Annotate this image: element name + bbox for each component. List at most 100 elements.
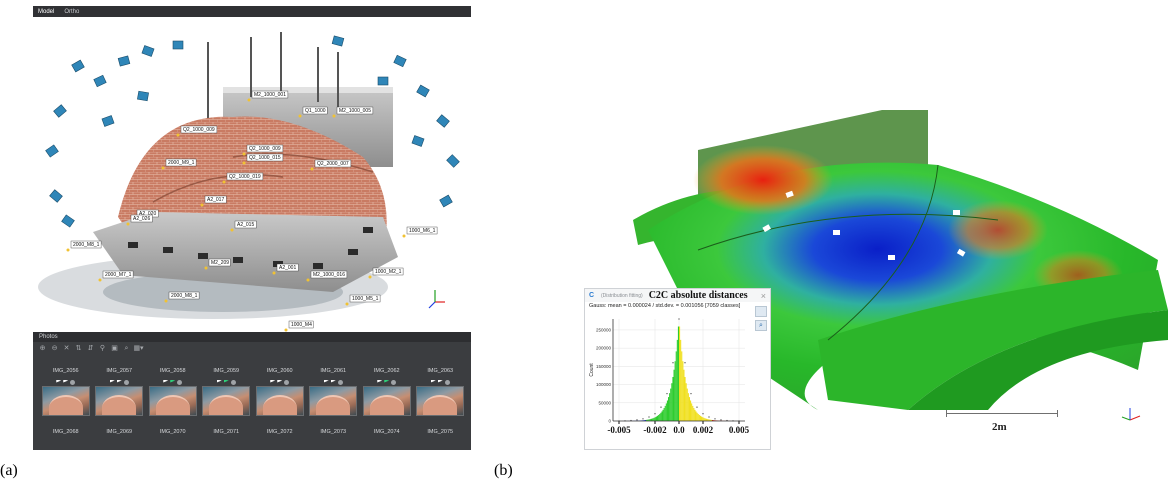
svg-text:Q2_1000_015: Q2_1000_015 <box>249 155 281 161</box>
cloudcompare-icon: C <box>589 292 595 299</box>
photo-thumbnail[interactable] <box>200 378 254 416</box>
marker-label[interactable]: M2_1000_016 <box>306 270 348 282</box>
histogram-title-bar[interactable]: C (Distribution fitting) C2C absolute di… <box>585 289 770 302</box>
export-icon[interactable] <box>755 306 767 317</box>
marker-label[interactable]: 1000_M5_1 <box>345 294 381 306</box>
flag-icon[interactable] <box>223 379 229 383</box>
view-mode-icon[interactable]: ▣ <box>111 344 118 352</box>
thumbnail-image[interactable] <box>202 386 251 416</box>
thumbnail-image[interactable] <box>41 386 90 416</box>
flag-icon[interactable] <box>437 379 443 383</box>
check-icon[interactable] <box>177 379 183 385</box>
histogram-bar <box>686 388 688 421</box>
marker-label[interactable]: Q2_1000_015 <box>242 153 284 165</box>
marker-label[interactable]: Q2_2000_007 <box>310 159 352 171</box>
flag-icon[interactable] <box>109 379 115 383</box>
close-icon[interactable]: ✕ <box>63 344 70 352</box>
photo-thumbnail[interactable] <box>360 378 414 416</box>
photo-thumbnail[interactable] <box>414 378 468 416</box>
add-icon[interactable]: ⊕ <box>39 344 46 352</box>
search-icon[interactable]: ⌕ <box>124 344 129 352</box>
marker-label[interactable]: M2_209 <box>204 258 231 270</box>
marker-label[interactable]: Q2_1000_019 <box>222 172 264 184</box>
check-icon[interactable] <box>70 379 76 385</box>
flag-icon[interactable] <box>384 379 390 383</box>
flag-icon[interactable] <box>56 379 62 383</box>
flag-icon[interactable] <box>116 379 122 383</box>
svg-text:M2_1000_001: M2_1000_001 <box>254 92 286 98</box>
marker-label[interactable]: 1000_M2_1 <box>368 267 404 279</box>
flag-icon[interactable] <box>216 379 222 383</box>
flag-icon[interactable] <box>270 379 276 383</box>
marker-label[interactable]: 1000_M6_1 <box>402 226 438 238</box>
histogram-bar <box>673 369 675 421</box>
tab-model[interactable]: Model <box>38 8 55 15</box>
zoom-icon[interactable]: ⌕ <box>755 320 767 331</box>
check-icon[interactable] <box>391 379 397 385</box>
sort-asc-icon[interactable]: ⇅ <box>75 344 82 352</box>
flag-icon[interactable] <box>63 379 69 383</box>
thumbnail-image[interactable] <box>148 386 197 416</box>
marker-label[interactable]: A2_026 <box>126 214 153 226</box>
check-icon[interactable] <box>444 379 450 385</box>
svg-text:A2_026: A2_026 <box>133 216 150 222</box>
thumbnail-image[interactable] <box>416 386 465 416</box>
photo-thumbnail[interactable] <box>253 378 307 416</box>
marker-label[interactable]: Q2_1000_009 <box>176 125 218 137</box>
thumbnail-image[interactable] <box>255 386 304 416</box>
marker-label[interactable]: Q2_1000_009 <box>242 144 284 156</box>
data-point <box>708 416 710 418</box>
histogram-bar <box>649 419 651 421</box>
grid-menu-icon[interactable]: ▦▾ <box>133 344 144 352</box>
flag-icon[interactable] <box>377 379 383 383</box>
marker-label[interactable]: M2_1000_001 <box>247 90 289 102</box>
remove-icon[interactable]: ⊖ <box>51 344 58 352</box>
svg-text:A2_017: A2_017 <box>207 197 224 203</box>
check-icon[interactable] <box>284 379 290 385</box>
colored-vault-render[interactable] <box>578 110 1172 450</box>
flag-icon[interactable] <box>430 379 436 383</box>
marker-label[interactable]: Q1_1000 <box>298 106 328 118</box>
svg-text:Q1_1000: Q1_1000 <box>305 108 326 114</box>
gauss-stats-text: Gauss: mean = 0.000024 / std.dev. = 0.00… <box>589 303 741 309</box>
marker-label[interactable]: A2_015 <box>230 220 257 232</box>
thumbnail-label: IMG_2072 <box>266 429 293 435</box>
photo-thumbnail[interactable] <box>146 378 200 416</box>
data-point <box>660 406 662 408</box>
marker-label[interactable]: 2000_M8_1 <box>164 291 200 303</box>
marker-label[interactable]: M2_1000_005 <box>332 106 374 118</box>
flag-icon[interactable] <box>323 379 329 383</box>
flag-icon[interactable] <box>170 379 176 383</box>
histogram-bar <box>674 361 676 421</box>
thumbnail-image[interactable] <box>309 386 358 416</box>
photo-thumbnail[interactable] <box>93 378 147 416</box>
thumbnail-image[interactable] <box>95 386 144 416</box>
marker-label[interactable]: 2000_M9_1 <box>161 158 197 170</box>
thumbnail-image[interactable] <box>362 386 411 416</box>
marker-label[interactable]: A2_001 <box>272 263 299 275</box>
check-icon[interactable] <box>123 379 129 385</box>
marker-label[interactable]: 2000_M7_1 <box>98 270 134 282</box>
marker-label[interactable]: A2_017 <box>200 195 227 207</box>
flag-icon[interactable] <box>277 379 283 383</box>
svg-text:Q2_1000_009: Q2_1000_009 <box>249 146 281 152</box>
marker-label[interactable]: 2000_M8_1 <box>66 240 102 252</box>
histogram-bar <box>660 412 662 421</box>
tab-ortho[interactable]: Ortho <box>64 8 80 15</box>
sort-desc-icon[interactable]: ⇵ <box>87 344 94 352</box>
photo-thumbnail[interactable] <box>307 378 361 416</box>
check-icon[interactable] <box>337 379 343 385</box>
flag-icon[interactable] <box>163 379 169 383</box>
photo-thumbnail[interactable] <box>39 378 93 416</box>
thumbnail-image-row <box>39 378 467 416</box>
histogram-bar <box>657 415 659 421</box>
filter-icon[interactable]: ⚲ <box>99 344 106 352</box>
histogram-bar <box>693 408 695 421</box>
flag-icon[interactable] <box>330 379 336 383</box>
svg-text:A2_001: A2_001 <box>279 265 296 271</box>
3d-model-viewport[interactable]: Q2_1000_009 M2_1000_001 Q1_1000 M2_1000_005… <box>33 17 471 332</box>
close-icon[interactable]: × <box>760 290 766 301</box>
marker-label[interactable]: 1000_M4 <box>284 320 314 332</box>
histogram-dialog[interactable]: C (Distribution fitting) C2C absolute di… <box>584 288 771 450</box>
check-icon[interactable] <box>230 379 236 385</box>
